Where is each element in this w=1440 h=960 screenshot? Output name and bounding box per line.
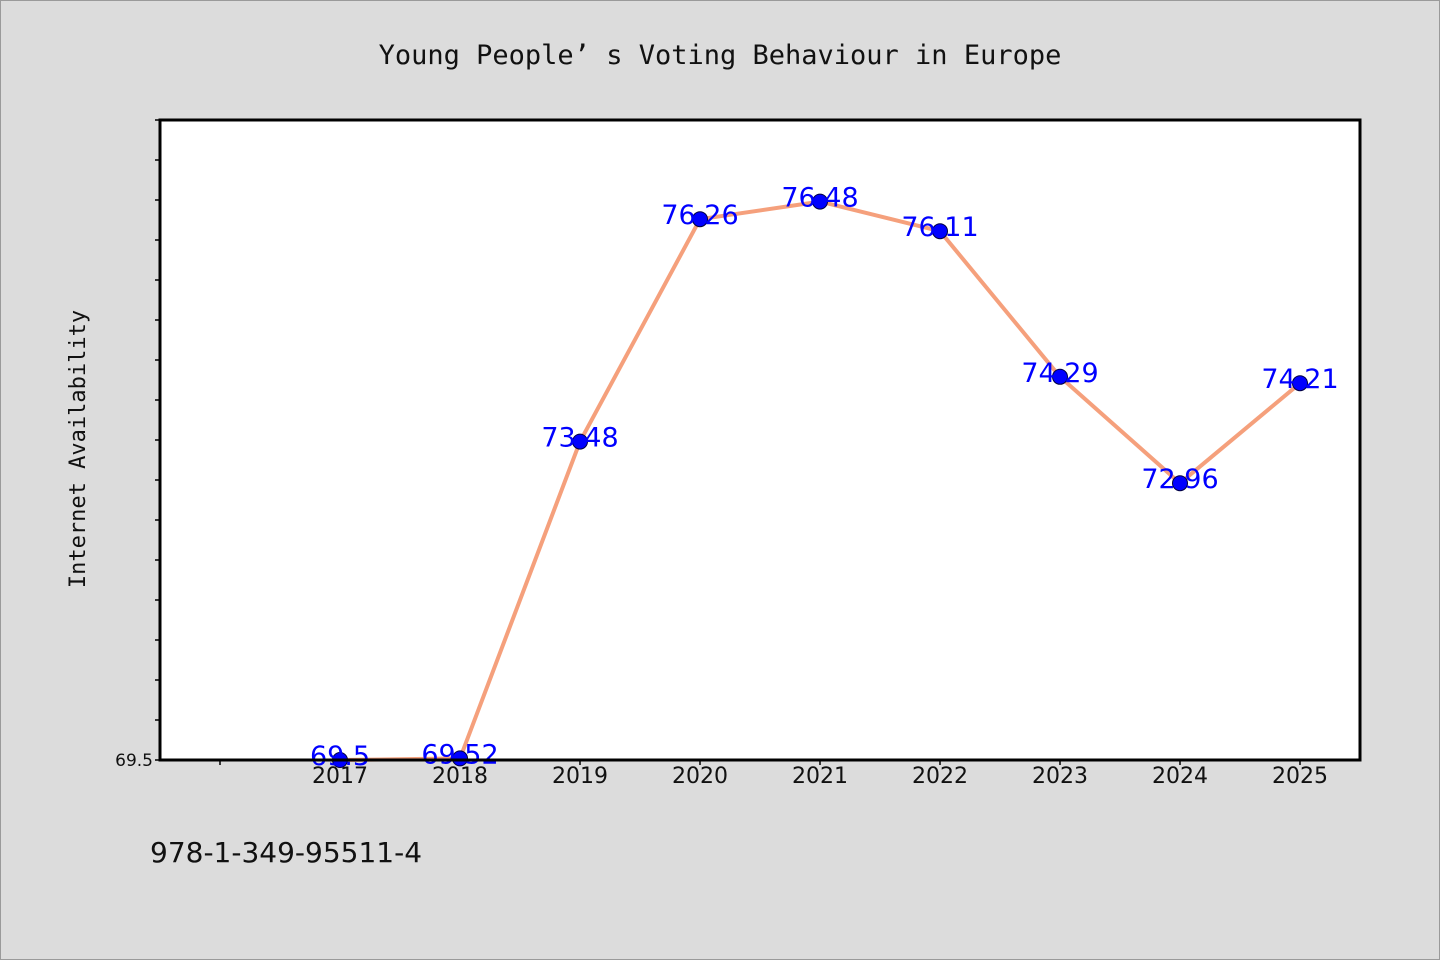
data-point <box>812 193 828 210</box>
data-label: 76.48 <box>781 183 858 214</box>
y-axis-label: Internet Availability <box>66 310 91 588</box>
x-tick-label: 2019 <box>552 764 608 789</box>
y-tick-label-min: 69.5 <box>115 751 153 771</box>
plot-area <box>160 120 1360 760</box>
data-point <box>1172 475 1188 492</box>
data-label: 69.52 <box>421 739 498 770</box>
x-tick-label: 2024 <box>1152 764 1208 789</box>
data-point <box>572 433 588 450</box>
data-label: 72.96 <box>1141 464 1218 495</box>
chart-title: Young People’ s Voting Behaviour in Euro… <box>379 40 1062 71</box>
data-markers <box>332 193 1308 768</box>
data-point <box>932 223 948 240</box>
x-tick-label: 2020 <box>672 764 728 789</box>
data-label: 69.5 <box>310 741 370 772</box>
x-tick-label: 2017 <box>312 764 368 789</box>
data-labels: 69.5 69.52 73.48 76.26 76.48 76.11 74.29 72.96 7… <box>310 183 1339 772</box>
footnote-isbn: 978-1-349-95511-4 <box>150 836 422 869</box>
data-label: 74.21 <box>1261 364 1338 395</box>
x-tick-label: 2018 <box>432 764 488 789</box>
data-label: 74.29 <box>1021 358 1098 389</box>
data-label: 76.11 <box>901 212 978 243</box>
plot-frame <box>158 118 1362 762</box>
data-point <box>452 750 468 767</box>
data-label: 76.26 <box>661 200 738 231</box>
data-point <box>1052 368 1068 385</box>
x-tick-label: 2022 <box>912 764 968 789</box>
x-tick-label: 2025 <box>1272 764 1328 789</box>
data-point <box>1292 375 1308 392</box>
x-tick-label: 2021 <box>792 764 848 789</box>
x-ticks: 2017 2018 2019 2020 2021 2022 2023 2024 2025 <box>219 760 1328 789</box>
data-label: 73.48 <box>541 423 618 454</box>
data-point <box>692 211 708 228</box>
x-tick-label: 2023 <box>1032 764 1088 789</box>
